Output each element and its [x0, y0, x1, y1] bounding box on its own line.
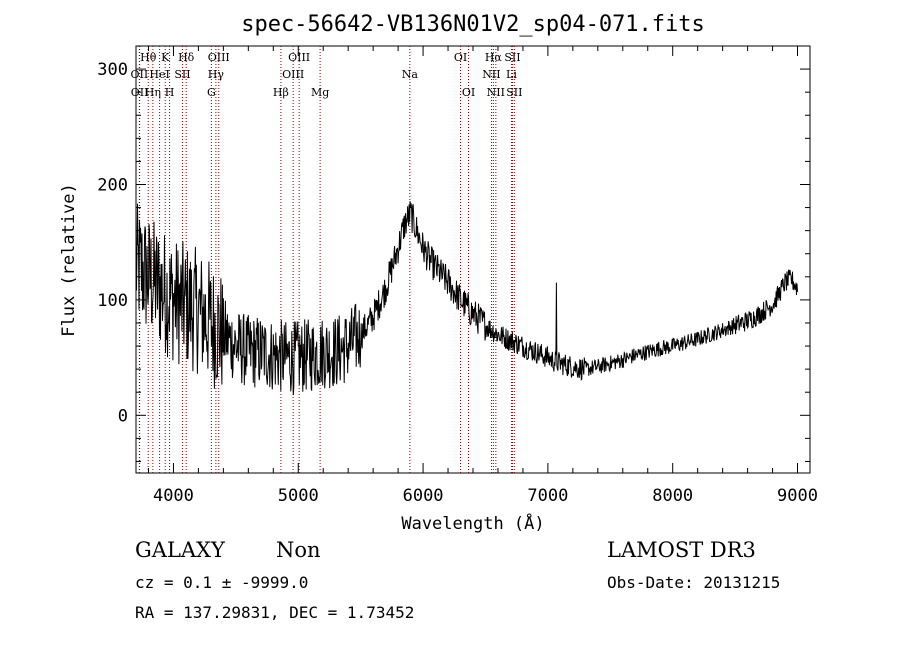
y-tick-label: 300: [97, 60, 128, 80]
spectral-line-label: OIII: [288, 51, 310, 64]
spectral-line-label: G: [207, 86, 216, 99]
chart-title: spec-56642-VB136N01V2_sp04-071.fits: [241, 12, 705, 37]
x-axis-ticks: 4000 5000 6000 7000 8000 9000: [147, 46, 818, 506]
x-tick-label: 7000: [527, 486, 568, 506]
spectral-line-label: SII: [174, 68, 190, 81]
spectral-line-label: HeI: [149, 68, 169, 81]
y-tick-label: 0: [118, 406, 128, 426]
spectral-line-label: Mg: [311, 86, 329, 99]
spectral-line-label: Hη: [145, 86, 161, 99]
x-tick-label: 8000: [652, 486, 693, 506]
y-axis-ticks: 0 100 200 300: [97, 45, 810, 462]
spectral-line-label: SII: [504, 51, 520, 64]
spectral-line-label: OII: [131, 68, 149, 81]
spectral-line-label: Li: [506, 68, 517, 81]
redshift-value: cz = 0.1 ± -9999.0: [135, 573, 309, 592]
spectral-line-label: K: [161, 51, 170, 64]
x-tick-label: 5000: [278, 486, 319, 506]
spectral-line-label: Na: [402, 68, 419, 81]
spectral-line-label: Hα: [485, 51, 503, 64]
object-class: GALAXY: [135, 538, 225, 562]
x-tick-label: 9000: [777, 486, 818, 506]
spectral-line-label: Hβ: [273, 86, 289, 99]
y-axis-label: Flux (relative): [59, 183, 79, 337]
y-tick-label: 100: [97, 291, 128, 311]
plot-frame: [135, 45, 811, 474]
spectral-line-label: Hδ: [178, 51, 195, 64]
spectral-line-label: SII: [506, 86, 522, 99]
spectral-line-label: OIII: [282, 68, 304, 81]
spectral-line-label: Hγ: [208, 68, 225, 81]
spectral-line-label: OI: [462, 86, 475, 99]
spectrum-line: [135, 201, 798, 395]
spectral-line-label: Hθ: [140, 51, 157, 64]
ra-dec-coordinates: RA = 137.29831, DEC = 1.73452: [135, 603, 415, 622]
x-tick-label: 4000: [153, 486, 194, 506]
survey-name: LAMOST DR3: [607, 538, 756, 562]
x-tick-label: 6000: [403, 486, 444, 506]
spectral-line-label: OI: [454, 51, 467, 64]
observation-date: Obs-Date: 20131215: [607, 573, 781, 592]
y-tick-label: 200: [97, 175, 128, 195]
spectral-line-label: H: [165, 86, 175, 99]
spectral-line-label: NII: [482, 68, 500, 81]
x-axis-label: Wavelength (Å): [401, 512, 544, 534]
spectral-line-label: OIII: [208, 51, 230, 64]
object-subclass: Non: [276, 538, 321, 562]
spectral-line-label: NII: [487, 86, 505, 99]
